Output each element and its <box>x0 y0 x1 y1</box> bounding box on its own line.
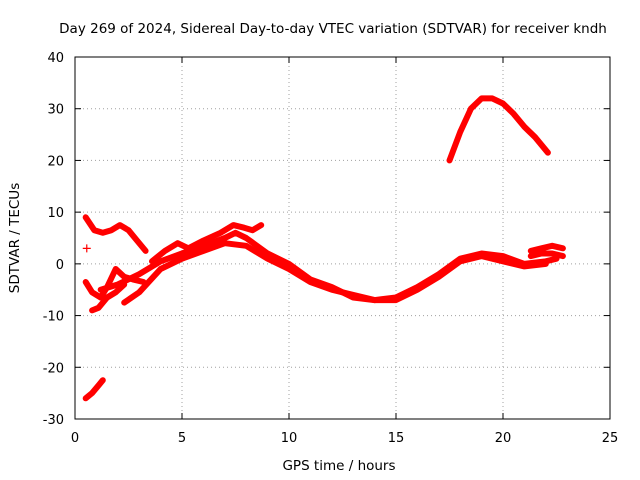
y-tick-label: -20 <box>43 361 64 376</box>
y-tick-label: 40 <box>47 51 64 66</box>
series-morning-lower <box>82 266 147 301</box>
x-tick-label: 20 <box>495 431 512 446</box>
series-late-arc <box>446 95 551 164</box>
y-tick-label: 20 <box>47 154 64 169</box>
series-main-band-lower <box>121 240 549 306</box>
series-isolated-point <box>82 244 91 253</box>
x-tick-label: 25 <box>602 431 619 446</box>
y-axis-title: SDTVAR / TECUs <box>7 183 23 293</box>
y-tick-label: -30 <box>43 413 64 428</box>
data-layer <box>82 95 566 402</box>
y-tick-label: 10 <box>47 206 64 221</box>
tick-layer: 0 5 10 15 20 25 -30 -20 -10 0 10 20 30 40 <box>43 51 619 446</box>
x-tick-label: 0 <box>71 431 79 446</box>
series-deep-segment <box>82 377 106 402</box>
series-morning-dip <box>89 281 128 314</box>
series-late-cluster-low <box>527 250 566 260</box>
x-axis-title: GPS time / hours <box>282 458 395 474</box>
y-tick-label: -10 <box>43 310 64 325</box>
x-tick-label: 5 <box>178 431 186 446</box>
grid-layer <box>75 57 610 419</box>
y-tick-label: 30 <box>47 103 64 118</box>
x-tick-label: 15 <box>388 431 405 446</box>
series-late-cluster <box>527 242 566 254</box>
x-tick-label: 10 <box>281 431 298 446</box>
y-tick-label: 0 <box>56 258 64 273</box>
chart-title: Day 269 of 2024, Sidereal Day-to-day VTE… <box>59 21 607 37</box>
series-morning-arc <box>82 214 149 254</box>
plot-frame <box>74 56 611 420</box>
series-main-band-upper <box>149 222 265 265</box>
